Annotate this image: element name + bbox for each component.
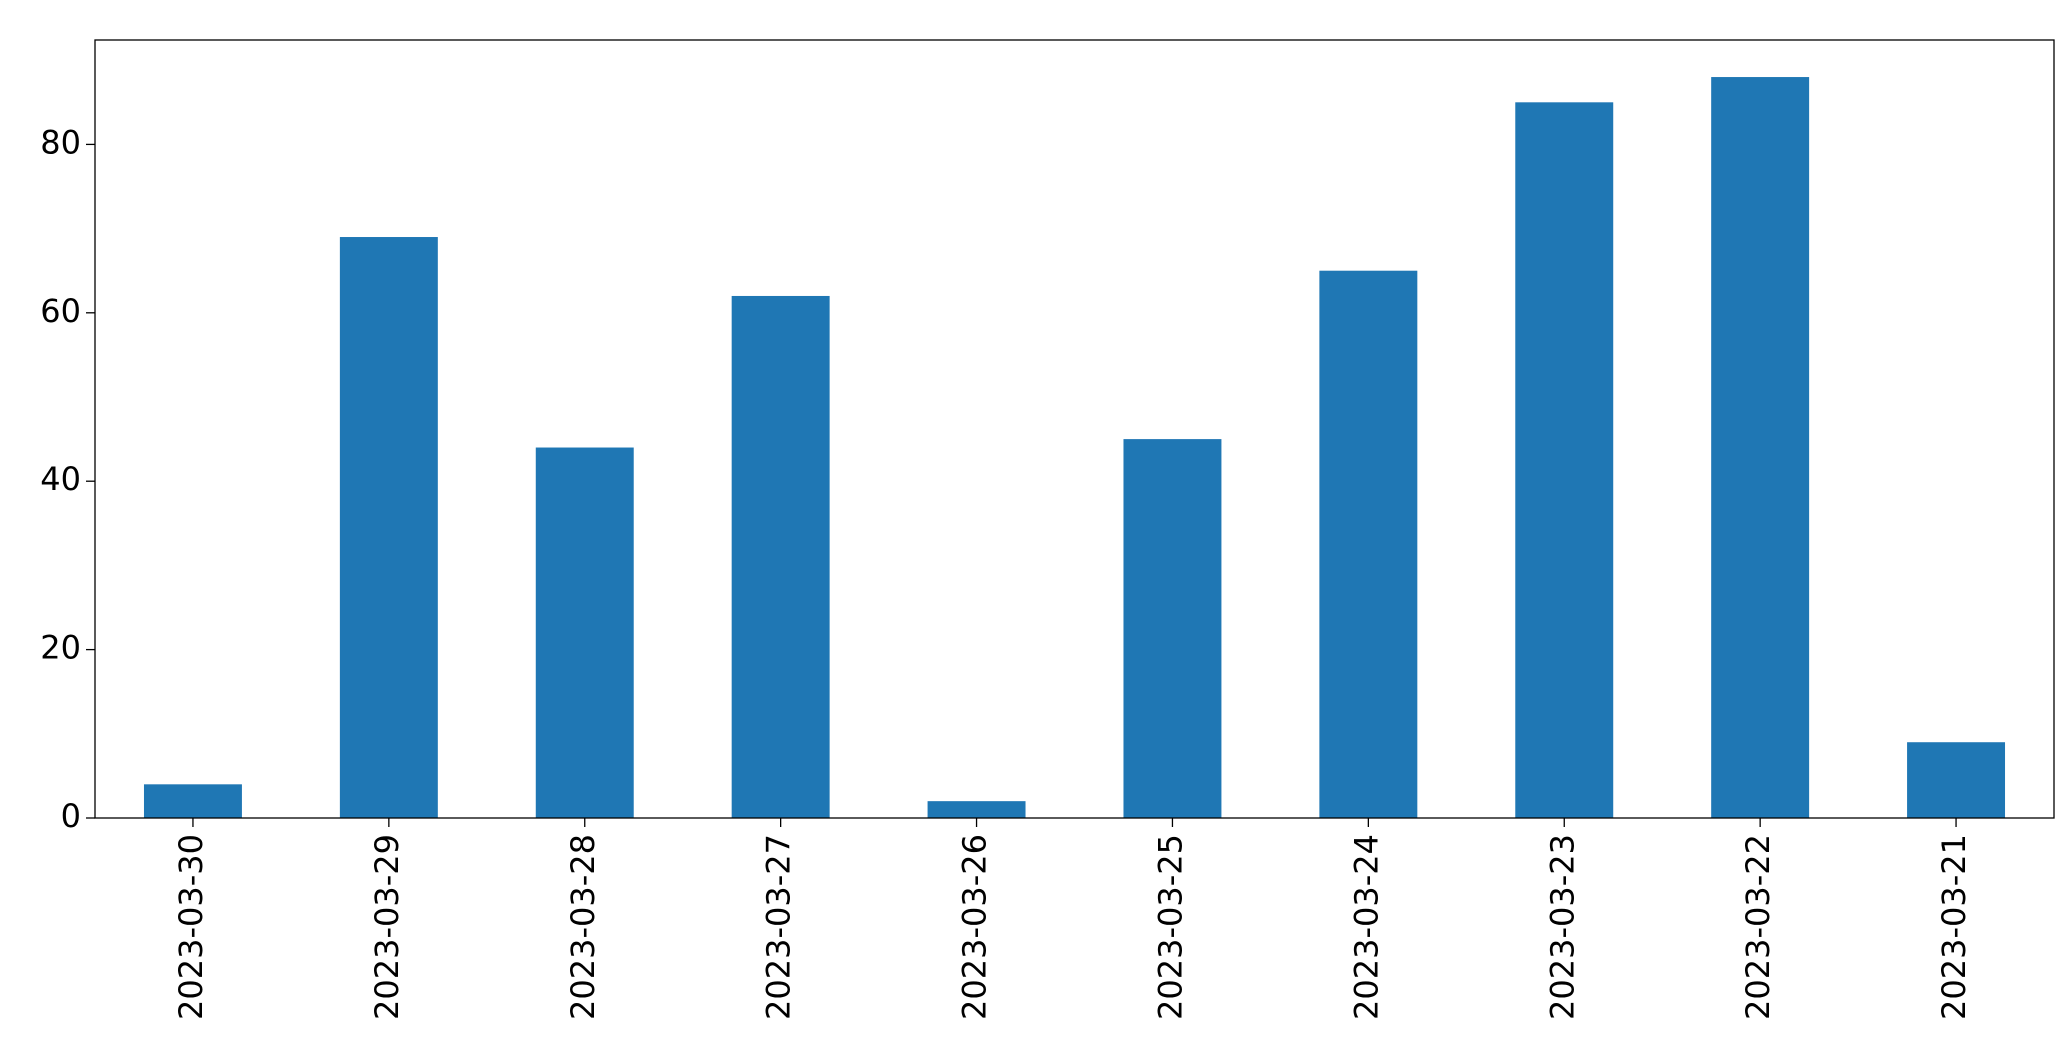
bar — [339, 237, 438, 818]
bar — [731, 295, 830, 819]
y-tick-label: 0 — [61, 797, 81, 835]
bar — [143, 784, 242, 818]
bar — [1123, 439, 1222, 818]
x-tick-label: 2023-03-23 — [1543, 834, 1581, 1020]
x-tick-label: 2023-03-29 — [368, 834, 406, 1020]
bar — [1907, 742, 2006, 818]
y-tick-label: 60 — [40, 292, 81, 330]
bar — [1711, 77, 1810, 819]
bar — [1319, 270, 1418, 818]
x-tick-label: 2023-03-27 — [760, 834, 798, 1020]
bar — [535, 447, 634, 818]
x-tick-label: 2023-03-26 — [956, 834, 994, 1020]
x-tick-label: 2023-03-22 — [1739, 834, 1777, 1020]
bar — [1515, 102, 1614, 818]
x-tick-label: 2023-03-30 — [172, 834, 210, 1020]
x-tick-label: 2023-03-28 — [564, 834, 602, 1020]
bar — [927, 801, 1026, 818]
x-tick-label: 2023-03-24 — [1347, 834, 1385, 1020]
y-tick-label: 20 — [40, 629, 81, 667]
y-tick-label: 40 — [40, 460, 81, 498]
y-tick-label: 80 — [40, 123, 81, 161]
x-tick-label: 2023-03-25 — [1151, 834, 1189, 1020]
x-tick-label: 2023-03-21 — [1935, 834, 1973, 1020]
plot-frame — [94, 39, 2055, 819]
